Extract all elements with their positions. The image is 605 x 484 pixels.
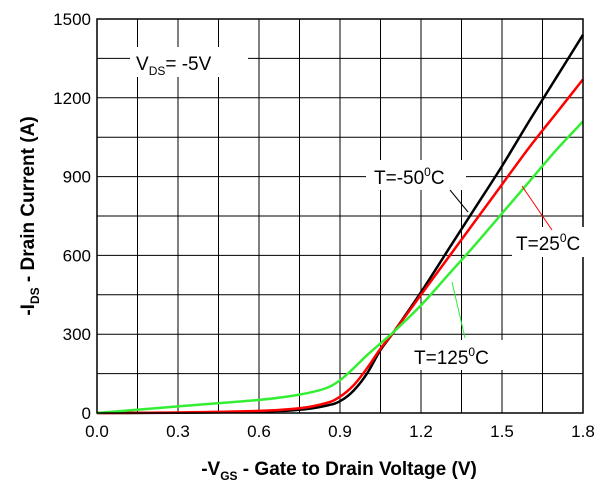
x-tick-label: 0.3 (166, 422, 190, 441)
series-lines (96, 34, 585, 415)
y-tick-label: 600 (63, 246, 91, 265)
grid (97, 19, 583, 413)
y-tick-label: 900 (63, 168, 91, 187)
y-tick-label: 1500 (53, 10, 91, 29)
x-tick-label: 0.9 (328, 422, 352, 441)
condition-label: VDS= -5V (136, 54, 212, 78)
series-line-3 (96, 120, 584, 415)
condition-box-bg (130, 47, 248, 77)
y-tick-label: 0 (82, 404, 91, 423)
series-label-1: T=-500C (374, 165, 445, 189)
axis-ticks: 0.0 0.3 0.6 0.9 1.2 1.5 1.8 0 300 600 900 1200 1500 (53, 10, 595, 441)
x-tick-label: 1.8 (571, 422, 595, 441)
series-label-leader-1 (449, 189, 469, 213)
plot-frame (96, 18, 584, 414)
series-label-2: T=250C (516, 231, 580, 255)
series-label-bg-2 (512, 227, 596, 257)
x-tick-label: 0.0 (85, 422, 109, 441)
y-axis-title: -IDS - Drain Current (A) (18, 116, 42, 315)
x-axis-title: -VGS - Gate to Drain Voltage (V) (201, 459, 477, 483)
series-label-leader-3 (451, 281, 466, 339)
x-tick-label: 1.2 (409, 422, 433, 441)
series-label-leader-2 (521, 185, 553, 231)
x-tick-label: 1.5 (490, 422, 514, 441)
series-label-3: T=1250C (414, 345, 489, 369)
y-tick-label: 300 (63, 325, 91, 344)
y-tick-label: 1200 (53, 89, 91, 108)
series-label-bg-3 (410, 340, 518, 370)
series-line-2 (96, 78, 584, 415)
series-label-bg-1 (366, 160, 466, 190)
x-tick-label: 0.6 (247, 422, 271, 441)
